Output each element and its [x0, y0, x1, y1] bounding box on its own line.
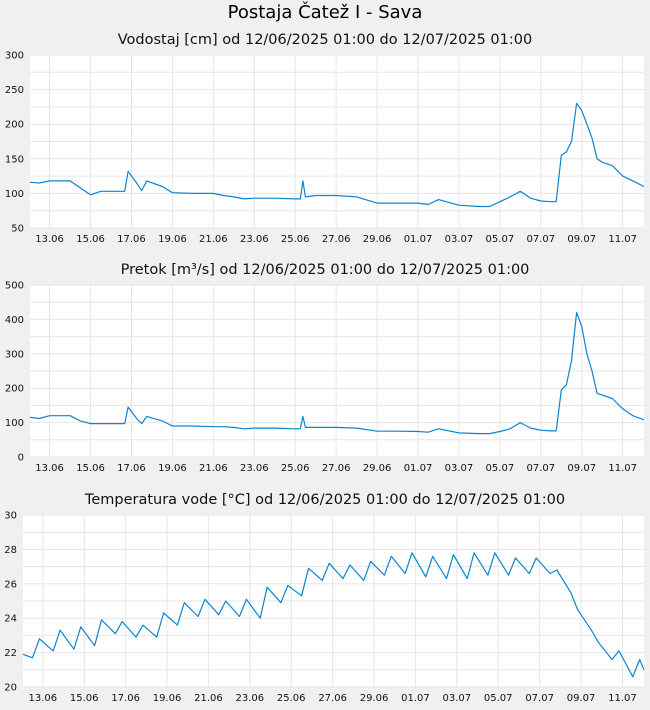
x-tick-label: 25.06: [277, 693, 306, 704]
y-tick-label: 100: [5, 189, 24, 200]
x-tick-label: 19.06: [158, 463, 187, 474]
x-tick-label: 13.06: [29, 693, 58, 704]
plot-title: Temperatura vode [°C] od 12/06/2025 01:0…: [84, 492, 565, 508]
x-tick-label: 11.07: [608, 463, 637, 474]
chart-temperatura: Temperatura vode [°C] od 12/06/2025 01:0…: [4, 492, 645, 704]
y-tick-label: 26: [4, 579, 17, 590]
x-tick-label: 27.06: [322, 463, 351, 474]
x-tick-label: 05.07: [484, 693, 513, 704]
x-tick-label: 03.07: [445, 234, 474, 245]
x-tick-label: 05.07: [486, 463, 515, 474]
y-tick-label: 22: [4, 648, 17, 659]
x-tick-label: 17.06: [117, 234, 146, 245]
x-tick-label: 09.07: [567, 234, 596, 245]
y-tick-label: 150: [5, 154, 24, 165]
x-tick-label: 23.06: [236, 693, 265, 704]
y-tick-label: 0: [18, 453, 24, 464]
x-tick-label: 11.07: [608, 693, 637, 704]
x-tick-label: 17.06: [111, 693, 140, 704]
series-line: [29, 311, 645, 435]
x-tick-label: 05.07: [486, 234, 515, 245]
x-tick-label: 21.06: [199, 463, 228, 474]
x-tick-label: 01.07: [404, 463, 433, 474]
x-tick-label: 25.06: [281, 463, 310, 474]
x-tick-label: 15.06: [76, 463, 105, 474]
y-tick-label: 30: [4, 511, 17, 522]
x-tick-label: 21.06: [194, 693, 223, 704]
chart-pretok: Pretok [m³/s] od 12/06/2025 01:00 do 12/…: [5, 262, 645, 474]
y-tick-label: 200: [5, 120, 24, 131]
x-tick-label: 29.06: [360, 693, 389, 704]
x-tick-label: 27.06: [322, 234, 351, 245]
x-tick-label: 19.06: [153, 693, 182, 704]
x-tick-label: 07.07: [525, 693, 554, 704]
y-tick-label: 28: [4, 545, 17, 556]
y-tick-label: 100: [5, 418, 24, 429]
plot-title: Vodostaj [cm] od 12/06/2025 01:00 do 12/…: [118, 32, 532, 48]
x-tick-label: 07.07: [526, 463, 555, 474]
x-tick-label: 03.07: [443, 693, 472, 704]
series-line: [22, 552, 645, 678]
x-tick-label: 09.07: [567, 693, 596, 704]
y-tick-label: 500: [5, 281, 24, 292]
x-tick-label: 23.06: [240, 234, 269, 245]
x-tick-label: 11.07: [608, 234, 637, 245]
chart-vodostaj: Vodostaj [cm] od 12/06/2025 01:00 do 12/…: [5, 32, 645, 245]
x-tick-label: 15.06: [76, 234, 105, 245]
x-tick-label: 23.06: [240, 463, 269, 474]
x-tick-label: 01.07: [404, 234, 433, 245]
y-tick-label: 200: [5, 384, 24, 395]
x-tick-label: 17.06: [117, 463, 146, 474]
y-tick-label: 300: [5, 51, 24, 62]
x-tick-label: 09.07: [567, 463, 596, 474]
x-tick-label: 25.06: [281, 234, 310, 245]
y-tick-label: 250: [5, 85, 24, 96]
y-tick-label: 50: [11, 224, 24, 235]
x-tick-label: 07.07: [526, 234, 555, 245]
y-tick-label: 20: [4, 683, 17, 694]
x-tick-label: 13.06: [35, 234, 64, 245]
y-tick-label: 400: [5, 315, 24, 326]
x-tick-label: 15.06: [70, 693, 99, 704]
series-line: [29, 102, 645, 208]
x-tick-label: 27.06: [318, 693, 347, 704]
x-tick-label: 21.06: [199, 234, 228, 245]
x-tick-label: 29.06: [363, 234, 392, 245]
y-tick-label: 24: [4, 614, 17, 625]
x-tick-label: 01.07: [401, 693, 430, 704]
x-tick-label: 19.06: [158, 234, 187, 245]
plot-title: Pretok [m³/s] od 12/06/2025 01:00 do 12/…: [121, 262, 530, 278]
x-tick-label: 29.06: [363, 463, 392, 474]
x-tick-label: 13.06: [35, 463, 64, 474]
x-tick-label: 03.07: [445, 463, 474, 474]
page-title: Postaja Čatež I - Sava: [227, 2, 423, 23]
y-tick-label: 300: [5, 349, 24, 360]
